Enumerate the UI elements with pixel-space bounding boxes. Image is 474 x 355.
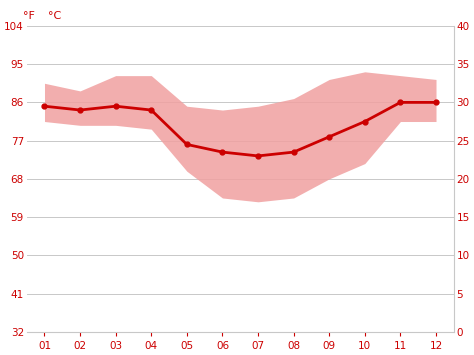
- Text: °F: °F: [22, 11, 35, 21]
- Text: °C: °C: [48, 11, 61, 21]
